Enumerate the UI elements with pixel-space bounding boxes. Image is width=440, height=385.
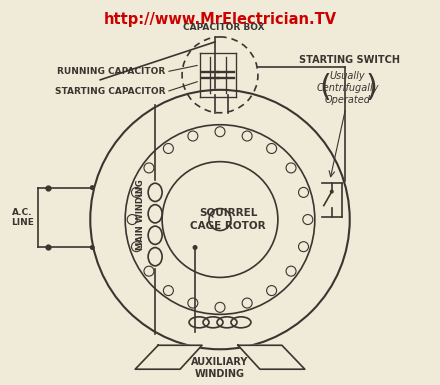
Text: RUNNING CAPACITOR: RUNNING CAPACITOR xyxy=(57,67,165,76)
Text: Centrifugally: Centrifugally xyxy=(316,83,379,93)
Polygon shape xyxy=(135,345,202,369)
Text: STARTING CAPACITOR: STARTING CAPACITOR xyxy=(55,87,165,96)
Text: Operated: Operated xyxy=(325,95,371,105)
Polygon shape xyxy=(238,345,305,369)
Text: SQUIRREL: SQUIRREL xyxy=(199,208,257,218)
Text: Usually: Usually xyxy=(330,71,366,81)
Text: CAGE ROTOR: CAGE ROTOR xyxy=(190,221,266,231)
Circle shape xyxy=(90,245,95,250)
Text: STARTING SWITCH: STARTING SWITCH xyxy=(299,55,400,65)
Text: ): ) xyxy=(366,73,378,102)
Text: AUXILIARY
WINDING: AUXILIARY WINDING xyxy=(191,357,249,379)
Text: http://www.MrElectrician.TV: http://www.MrElectrician.TV xyxy=(103,12,337,27)
Circle shape xyxy=(330,189,334,194)
Text: MAIN WINDING: MAIN WINDING xyxy=(136,179,145,250)
Text: (: ( xyxy=(320,73,332,102)
Circle shape xyxy=(193,245,198,250)
Text: CAPACITOR BOX: CAPACITOR BOX xyxy=(183,23,265,32)
Text: A.C.
LINE: A.C. LINE xyxy=(11,208,34,227)
Circle shape xyxy=(90,185,95,190)
